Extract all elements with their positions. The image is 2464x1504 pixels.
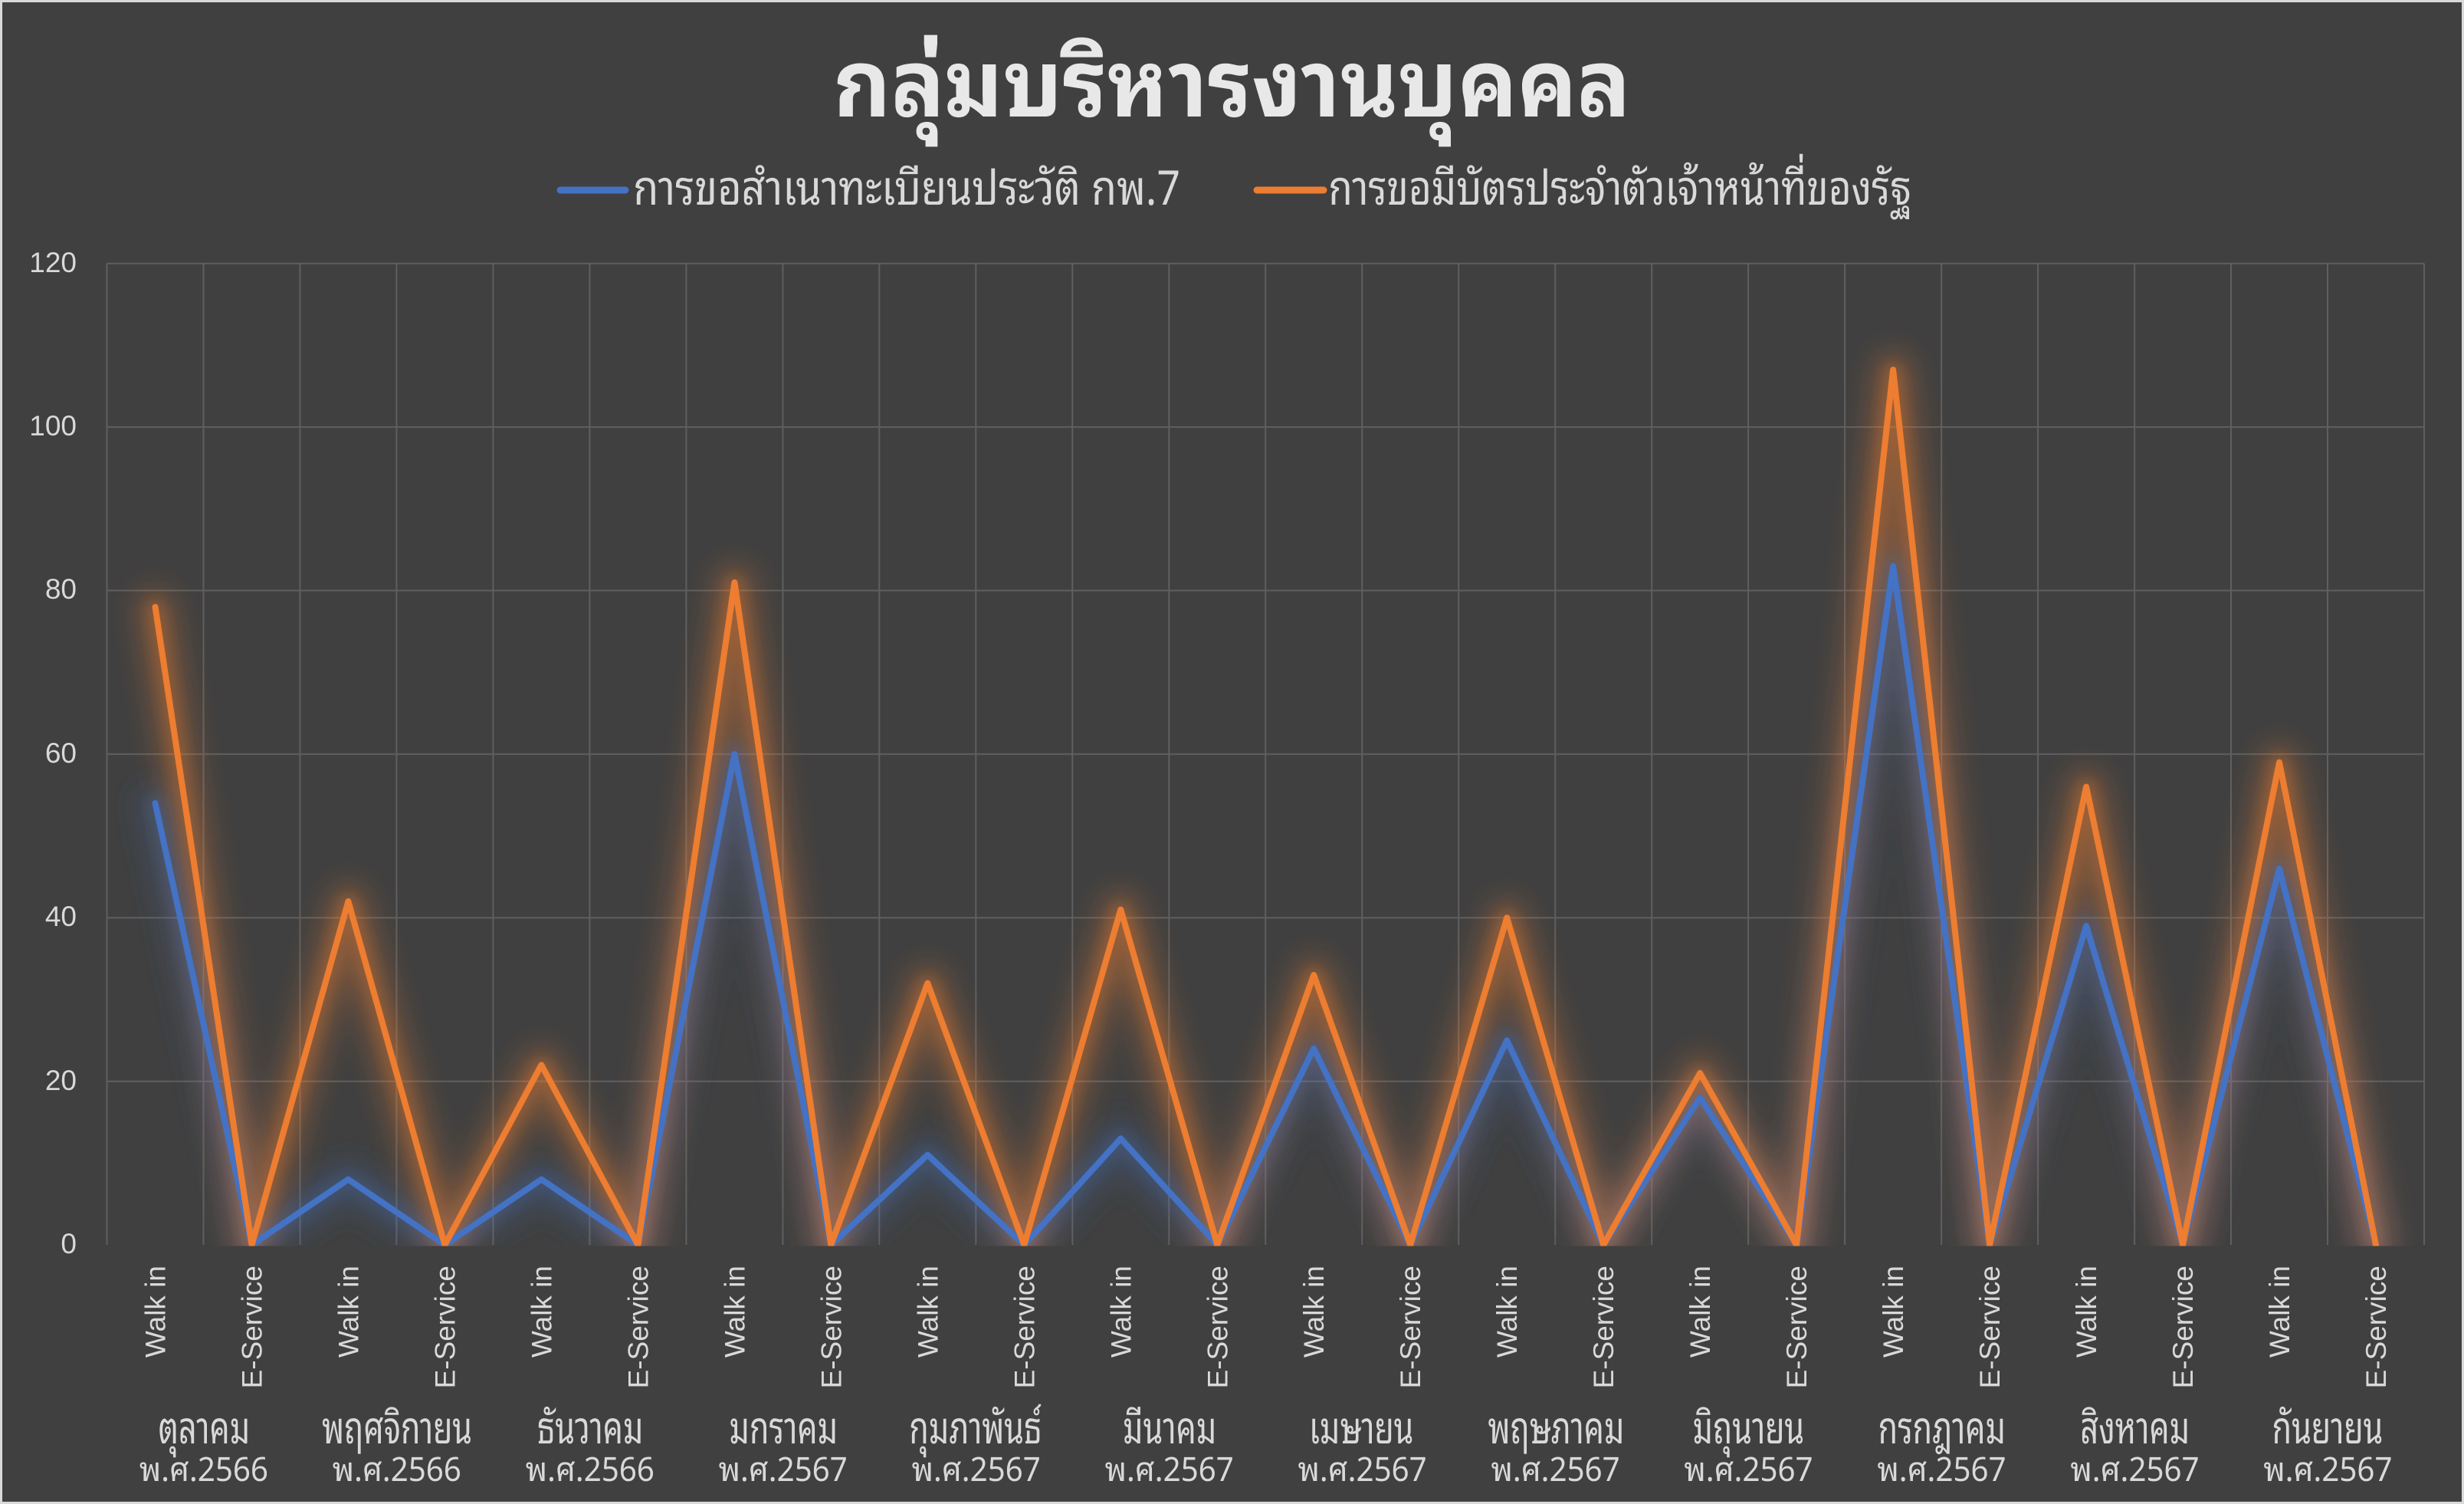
svg-text:E-Service: E-Service: [815, 1266, 847, 1388]
svg-text:80: 80: [45, 573, 77, 605]
svg-text:Walk in: Walk in: [2071, 1266, 2102, 1358]
svg-text:E-Service: E-Service: [429, 1266, 461, 1388]
svg-text:Walk in: Walk in: [2264, 1266, 2295, 1358]
svg-text:Walk in: Walk in: [1491, 1266, 1523, 1358]
svg-text:Walk in: Walk in: [1105, 1266, 1137, 1358]
svg-text:0: 0: [61, 1228, 77, 1259]
svg-text:Walk in: Walk in: [1685, 1266, 1716, 1358]
svg-text:40: 40: [45, 901, 77, 932]
svg-text:20: 20: [45, 1065, 77, 1096]
svg-text:120: 120: [29, 247, 77, 278]
svg-text:Walk in: Walk in: [719, 1266, 750, 1358]
svg-text:E-Service: E-Service: [1781, 1266, 1813, 1388]
svg-text:E-Service: E-Service: [1395, 1266, 1426, 1388]
svg-text:E-Service: E-Service: [237, 1266, 268, 1388]
svg-text:Walk in: Walk in: [1298, 1266, 1330, 1358]
svg-text:Walk in: Walk in: [1878, 1266, 1909, 1358]
svg-text:E-Service: E-Service: [1202, 1266, 1233, 1388]
svg-text:E-Service: E-Service: [1009, 1266, 1040, 1388]
svg-text:E-Service: E-Service: [1588, 1266, 1619, 1388]
svg-text:Walk in: Walk in: [912, 1266, 943, 1358]
svg-text:E-Service: E-Service: [2361, 1266, 2392, 1388]
svg-text:100: 100: [29, 410, 77, 442]
svg-text:60: 60: [45, 737, 77, 769]
svg-text:Walk in: Walk in: [140, 1266, 172, 1358]
svg-text:Walk in: Walk in: [333, 1266, 364, 1358]
svg-text:E-Service: E-Service: [2167, 1266, 2199, 1388]
svg-text:Walk in: Walk in: [526, 1266, 557, 1358]
svg-text:E-Service: E-Service: [1974, 1266, 2006, 1388]
svg-text:E-Service: E-Service: [622, 1266, 654, 1388]
